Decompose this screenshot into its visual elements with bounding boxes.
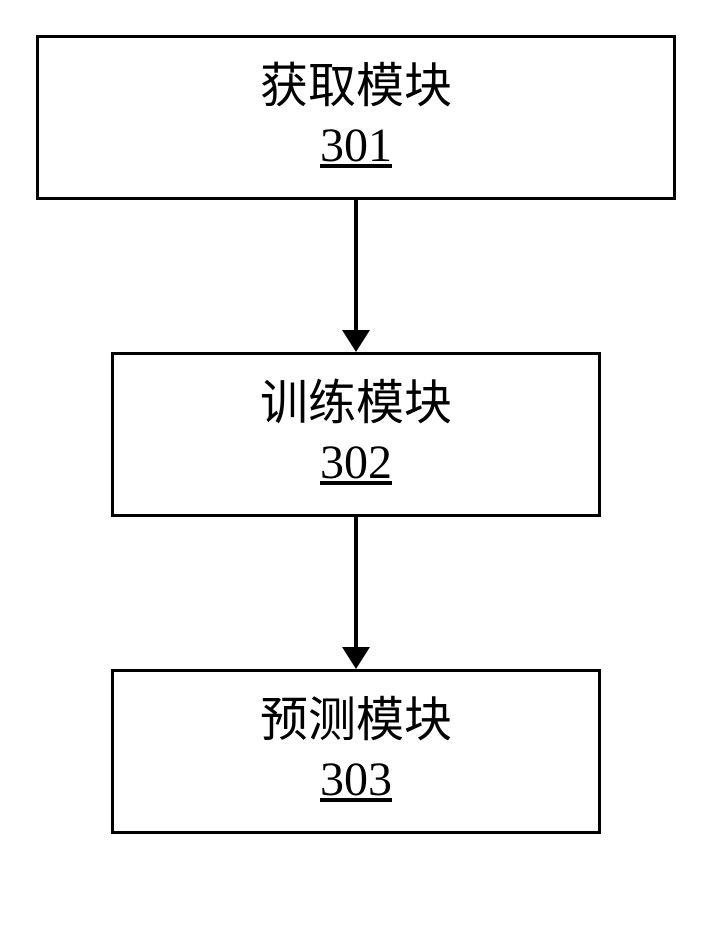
module-box-acquire: 获取模块 301 xyxy=(36,35,676,200)
module-title: 训练模块 xyxy=(260,375,452,433)
arrow-line xyxy=(354,200,358,330)
arrow-1 xyxy=(342,200,370,352)
module-number: 301 xyxy=(320,115,392,177)
arrow-2 xyxy=(342,517,370,669)
module-box-train: 训练模块 302 xyxy=(111,352,601,517)
module-box-predict: 预测模块 303 xyxy=(111,669,601,834)
arrow-head-icon xyxy=(342,647,370,669)
module-title: 预测模块 xyxy=(260,692,452,750)
module-number: 302 xyxy=(320,432,392,494)
module-title: 获取模块 xyxy=(260,58,452,116)
arrow-line xyxy=(354,517,358,647)
arrow-head-icon xyxy=(342,330,370,352)
module-number: 303 xyxy=(320,749,392,811)
